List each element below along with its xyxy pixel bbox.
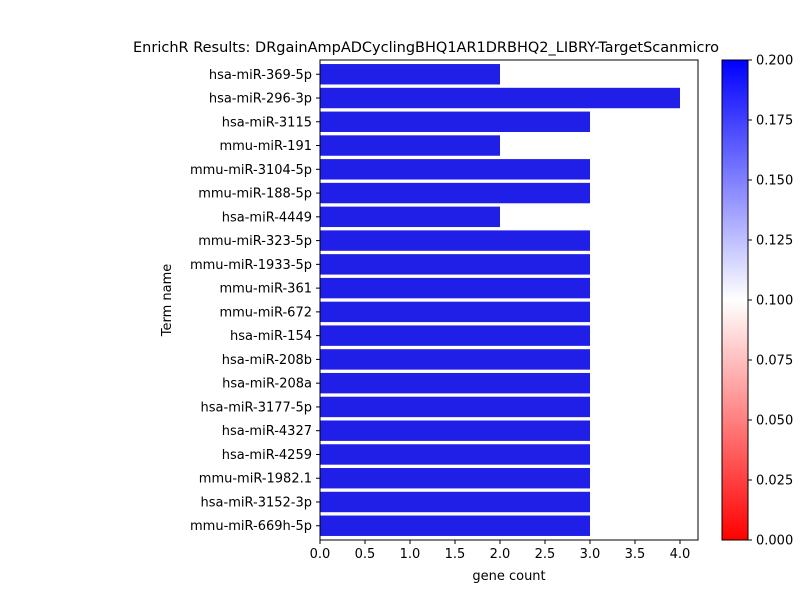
bar-hsa-miR-208b bbox=[320, 349, 590, 370]
colorbar-tick-label: 0.125 bbox=[756, 234, 793, 249]
x-tick-label: 0.0 bbox=[310, 547, 331, 562]
x-ticks: 0.0 0.5 1.0 1.5 2.0 2.5 3.0 3.5 4.0 bbox=[310, 540, 691, 562]
colorbar-tick-label: 0.050 bbox=[756, 414, 793, 429]
y-tick-label: hsa-miR-296-3p bbox=[209, 92, 312, 107]
colorbar bbox=[721, 59, 749, 541]
bar-mmu-miR-323-5p bbox=[320, 230, 590, 251]
bar-hsa-miR-3115 bbox=[320, 111, 590, 132]
y-tick-label: hsa-miR-154 bbox=[230, 329, 312, 344]
y-tick-label: hsa-miR-3177-5p bbox=[201, 400, 312, 415]
x-tick-label: 1.5 bbox=[445, 547, 466, 562]
x-tick-label: 3.0 bbox=[580, 547, 601, 562]
bar-mmu-miR-191 bbox=[320, 135, 500, 156]
y-tick-label: mmu-miR-191 bbox=[219, 139, 312, 154]
x-axis-label: gene count bbox=[472, 569, 545, 584]
bar-mmu-miR-1933-5p bbox=[320, 254, 590, 275]
bar-mmu-miR-188-5p bbox=[320, 182, 590, 204]
bar-hsa-miR-4327 bbox=[320, 420, 590, 441]
colorbar-tick-label: 0.025 bbox=[756, 474, 793, 489]
colorbar-tick-label: 0.175 bbox=[756, 114, 793, 129]
bar-mmu-miR-672 bbox=[320, 301, 590, 323]
x-tick-label: 2.0 bbox=[490, 547, 511, 562]
bar-hsa-miR-154 bbox=[320, 325, 590, 346]
y-tick-label: hsa-miR-4259 bbox=[222, 448, 312, 463]
bar-hsa-miR-208a bbox=[320, 372, 590, 394]
colorbar-tick-label: 0.100 bbox=[756, 294, 793, 309]
bar-mmu-miR-361 bbox=[320, 277, 590, 299]
y-tick-labels: hsa-miR-369-5p hsa-miR-296-3p hsa-miR-3115… bbox=[190, 68, 320, 534]
x-tick-label: 2.5 bbox=[535, 547, 556, 562]
bar-hsa-miR-296-3p bbox=[320, 87, 680, 109]
y-tick-label: mmu-miR-361 bbox=[219, 282, 312, 297]
bar-hsa-miR-3177-5p bbox=[320, 396, 590, 418]
y-tick-label: hsa-miR-3115 bbox=[222, 115, 312, 130]
y-tick-label: mmu-miR-669h-5p bbox=[190, 519, 312, 534]
bar-hsa-miR-3152-3p bbox=[320, 491, 590, 513]
y-tick-label: hsa-miR-4449 bbox=[222, 210, 312, 225]
y-tick-label: mmu-miR-3104-5p bbox=[190, 163, 312, 178]
bar-hsa-miR-4449 bbox=[320, 206, 500, 228]
x-tick-label: 3.5 bbox=[625, 547, 646, 562]
chart-title: EnrichR Results: DRgainAmpADCyclingBHQ1A… bbox=[133, 40, 719, 56]
bar-mmu-miR-3104-5p bbox=[320, 159, 590, 180]
colorbar-ticks: 0.000 0.025 0.050 0.075 0.100 0.125 0.150 0.175… bbox=[748, 54, 793, 549]
bars-group bbox=[320, 64, 680, 536]
x-tick-label: 1.0 bbox=[400, 547, 421, 562]
bar-mmu-miR-669h-5p bbox=[320, 515, 590, 536]
y-tick-label: mmu-miR-1982.1 bbox=[199, 472, 312, 487]
bar-mmu-miR-1982.1 bbox=[320, 468, 590, 489]
y-tick-label: hsa-miR-208b bbox=[222, 353, 312, 368]
x-tick-label: 4.0 bbox=[670, 547, 691, 562]
colorbar-tick-label: 0.200 bbox=[756, 54, 793, 69]
bar-hsa-miR-369-5p bbox=[320, 64, 500, 85]
y-tick-label: hsa-miR-4327 bbox=[222, 424, 312, 439]
y-tick-label: mmu-miR-1933-5p bbox=[190, 258, 312, 273]
y-tick-label: hsa-miR-208a bbox=[222, 377, 312, 392]
colorbar-tick-label: 0.150 bbox=[756, 174, 793, 189]
y-tick-label: hsa-miR-369-5p bbox=[209, 68, 312, 83]
y-tick-label: mmu-miR-188-5p bbox=[198, 187, 312, 202]
colorbar-tick-label: 0.075 bbox=[756, 354, 793, 369]
y-tick-label: mmu-miR-672 bbox=[219, 305, 312, 320]
y-tick-label: mmu-miR-323-5p bbox=[198, 234, 312, 249]
colorbar-tick-label: 0.000 bbox=[756, 534, 793, 549]
y-tick-label: hsa-miR-3152-3p bbox=[201, 495, 312, 510]
bar-hsa-miR-4259 bbox=[320, 444, 590, 465]
x-tick-label: 0.5 bbox=[355, 547, 376, 562]
y-axis-label: Term name bbox=[160, 264, 175, 338]
plot-frame bbox=[319, 59, 699, 541]
